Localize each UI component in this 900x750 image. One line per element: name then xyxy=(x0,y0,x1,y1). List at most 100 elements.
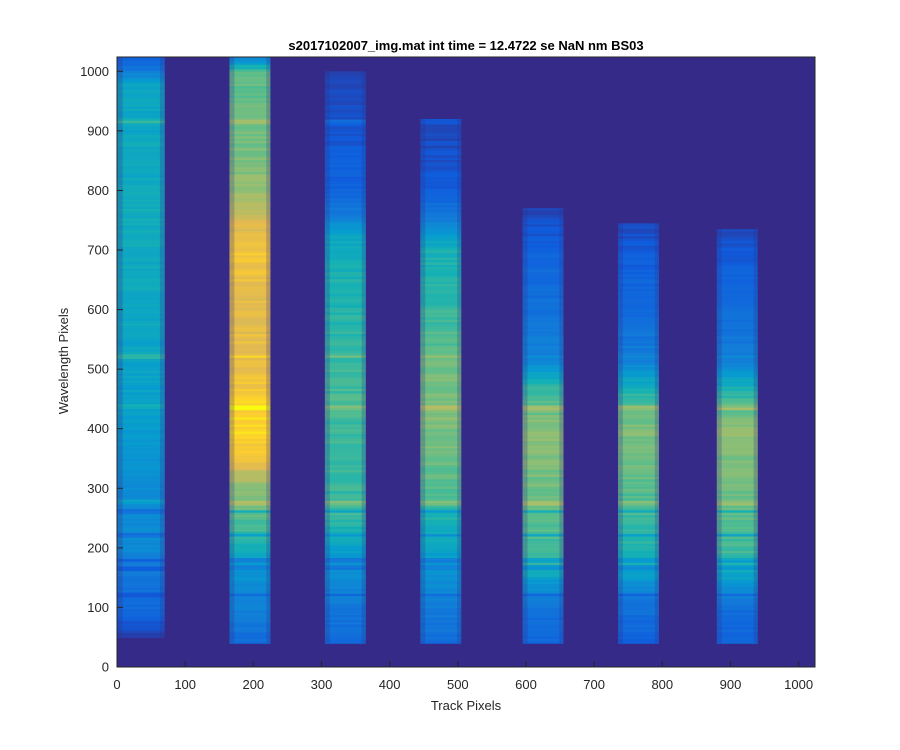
track-7-row xyxy=(716,504,758,508)
track-3-row xyxy=(324,290,366,294)
track-4-row xyxy=(420,609,462,613)
track-2-row xyxy=(229,509,271,513)
track-5-row xyxy=(522,447,564,451)
track-7-row xyxy=(716,547,758,551)
track-2-row xyxy=(229,507,271,511)
track-7-row xyxy=(716,316,758,320)
track-6-row xyxy=(618,578,659,582)
track-4-row xyxy=(420,166,462,170)
track-4-row xyxy=(420,612,462,616)
track-6-row xyxy=(618,466,659,470)
track-2-row xyxy=(229,345,271,349)
track-4-row xyxy=(420,466,462,470)
track-1-row xyxy=(117,165,165,169)
track-4-row xyxy=(420,502,462,506)
track-4-row xyxy=(420,204,462,208)
x-tick-label: 500 xyxy=(447,677,469,692)
track-4-row xyxy=(420,314,462,318)
track-2-row xyxy=(229,569,271,573)
track-4-row xyxy=(420,414,462,418)
track-2-row xyxy=(229,97,271,101)
track-6-row xyxy=(618,602,659,606)
track-4-row xyxy=(420,168,462,172)
track-4-row xyxy=(420,431,462,435)
track-1-row xyxy=(117,315,165,319)
track-2-row xyxy=(229,233,271,237)
x-tick-label: 700 xyxy=(583,677,605,692)
track-5-row xyxy=(522,640,564,644)
track-3-row xyxy=(324,495,366,499)
track-6-row xyxy=(618,402,659,406)
track-1-row xyxy=(117,113,165,116)
track-7-row xyxy=(716,300,758,304)
track-4-row xyxy=(420,292,462,296)
track-2-row xyxy=(229,497,271,501)
track-7-row xyxy=(716,483,758,487)
track-2-row xyxy=(229,302,271,306)
track-1-row xyxy=(117,146,165,150)
track-1-row xyxy=(117,375,165,379)
track-7-edge-left xyxy=(716,229,722,644)
track-1-row xyxy=(117,491,165,495)
track-1-row xyxy=(117,348,165,352)
track-3-row xyxy=(324,593,366,597)
track-5-row xyxy=(522,519,564,523)
track-7-row xyxy=(716,412,758,416)
track-4-row xyxy=(420,271,462,275)
track-2-row xyxy=(229,264,271,268)
track-3-row xyxy=(324,509,366,513)
track-1-row xyxy=(117,177,165,181)
track-3-row xyxy=(324,140,366,144)
track-4-row xyxy=(420,464,462,468)
track-1-row xyxy=(117,291,165,295)
track-1-row xyxy=(117,463,165,467)
track-4-row xyxy=(420,500,462,504)
track-5-row xyxy=(522,400,564,404)
track-3-row xyxy=(324,271,366,275)
track-4-row xyxy=(420,192,462,196)
track-4-row xyxy=(420,185,462,189)
track-2-row xyxy=(229,390,271,394)
track-3-row xyxy=(324,464,366,468)
track-4-row xyxy=(420,180,462,184)
track-5-row xyxy=(522,288,564,292)
track-2-row xyxy=(229,297,271,301)
y-tick-label: 200 xyxy=(87,540,109,555)
track-7-row xyxy=(716,404,758,408)
track-3-row xyxy=(324,242,366,246)
track-2-row xyxy=(229,385,271,389)
track-5-row xyxy=(522,471,564,475)
track-3-row xyxy=(324,118,366,122)
track-2-row xyxy=(229,202,271,206)
track-7-row xyxy=(716,593,758,597)
track-7-row xyxy=(716,426,758,430)
track-1-row xyxy=(117,558,165,562)
track-2-row xyxy=(229,504,271,508)
track-4-row xyxy=(420,311,462,315)
track-1-row xyxy=(117,513,165,517)
track-1-row xyxy=(117,227,165,231)
track-1-row xyxy=(117,234,165,238)
track-4-row xyxy=(420,142,462,146)
track-3-row xyxy=(324,221,366,225)
track-3-row xyxy=(324,476,366,480)
track-6-row xyxy=(618,471,659,475)
track-4-row xyxy=(420,219,462,223)
track-6-row xyxy=(618,252,659,256)
track-5-row xyxy=(522,495,564,499)
track-1-row xyxy=(117,618,165,622)
track-7-row xyxy=(716,485,758,489)
track-7-row xyxy=(716,555,758,558)
track-4-row xyxy=(420,276,462,280)
track-4-row xyxy=(420,423,462,427)
track-6-row xyxy=(618,583,659,587)
track-2-row xyxy=(229,214,271,218)
track-1-row xyxy=(117,189,165,193)
track-3-row xyxy=(324,233,366,237)
track-3-row xyxy=(324,273,366,277)
track-3-row xyxy=(324,412,366,416)
track-2-row xyxy=(229,178,271,182)
track-3-row xyxy=(324,328,366,332)
track-7-row xyxy=(716,550,758,554)
track-5-row xyxy=(522,216,564,220)
